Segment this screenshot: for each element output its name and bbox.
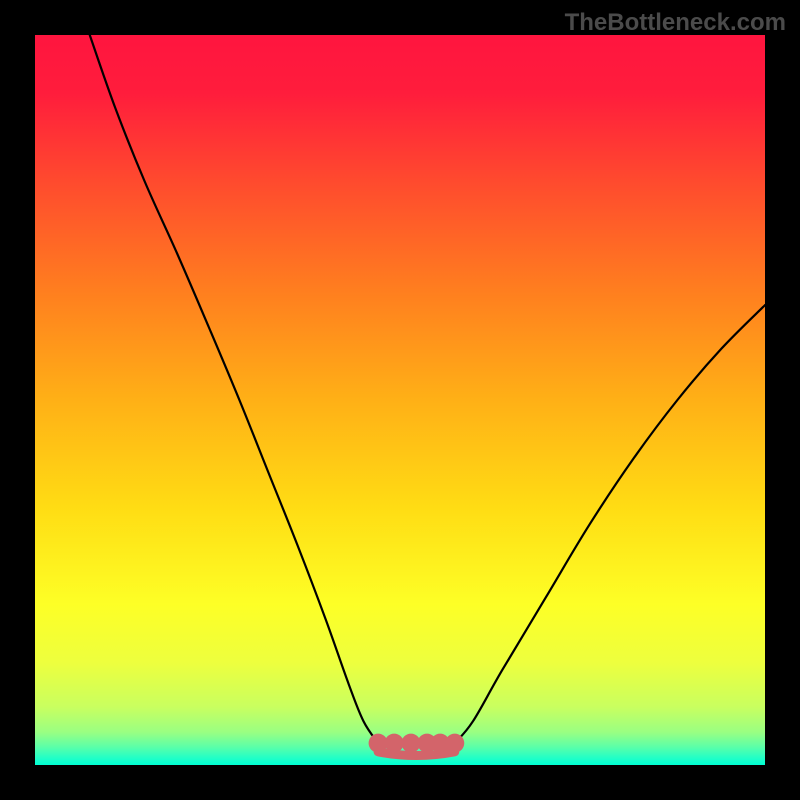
gradient-background [35, 35, 765, 765]
bottom-marker [385, 734, 404, 753]
watermark-text: TheBottleneck.com [565, 9, 786, 37]
bottom-marker [445, 734, 464, 753]
chart-container: TheBottleneck.com [0, 0, 800, 800]
bottom-connector [378, 752, 455, 756]
plot-area [35, 35, 765, 765]
